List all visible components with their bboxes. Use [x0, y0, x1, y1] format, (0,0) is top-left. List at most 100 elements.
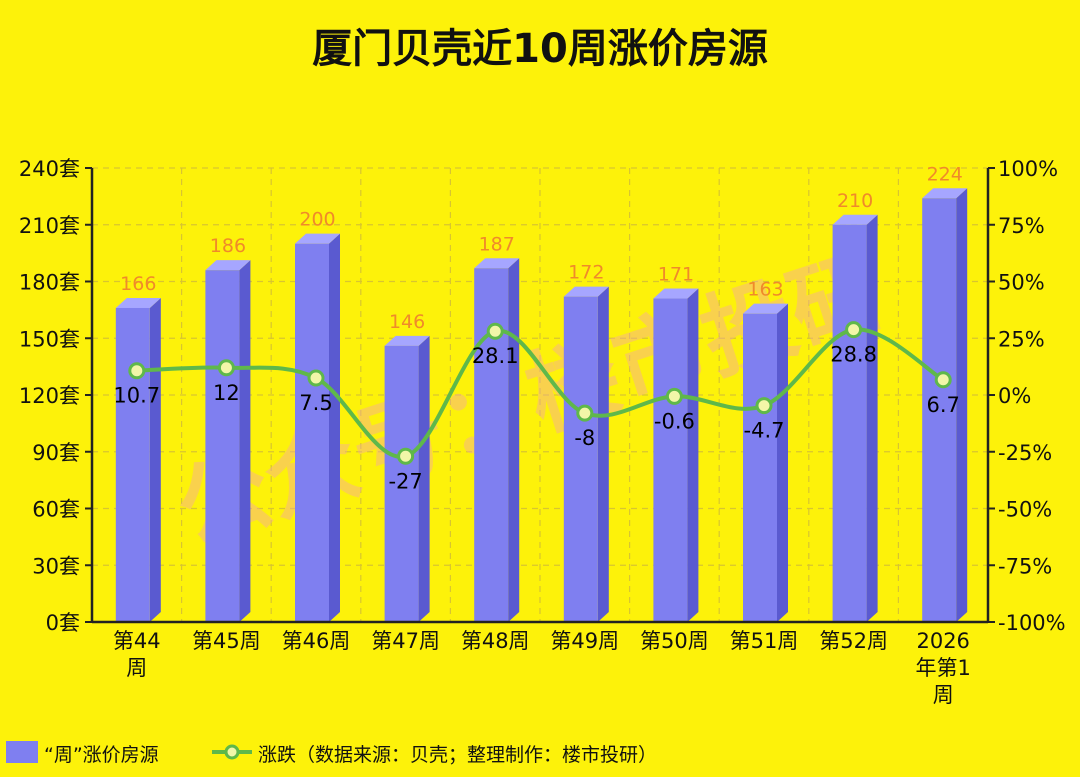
- x-axis-tick-label: 第52周: [819, 629, 888, 653]
- bar-side: [239, 260, 251, 622]
- bar-front: [653, 298, 688, 622]
- bar-top: [922, 188, 968, 199]
- right-axis-tick-label: -50%: [998, 498, 1052, 522]
- line-point: [665, 387, 683, 405]
- x-axis-tick-label: 第45周: [192, 629, 261, 653]
- bar-top: [205, 260, 251, 271]
- bar-value-label: 186: [210, 235, 246, 257]
- legend: “周”涨价房源 涨跌（数据来源：贝壳；整理制作：楼市投研）: [6, 741, 657, 766]
- line-point: [576, 404, 594, 422]
- line-point: [307, 369, 325, 387]
- right-axis-tick-label: 50%: [998, 271, 1045, 295]
- x-axis-tick-label: 第48周: [461, 629, 530, 653]
- x-axis-tick-label: 第51周: [730, 629, 799, 653]
- left-axis-tick-label: 120套: [19, 384, 80, 408]
- grid-lines: [92, 167, 988, 623]
- line-point: [934, 371, 952, 389]
- left-axis-tick-label: 90套: [32, 441, 80, 465]
- line-value-label: 28.8: [830, 343, 877, 367]
- legend-label-bars: “周”涨价房源: [44, 744, 159, 766]
- line-point: [486, 322, 504, 340]
- line-point: [128, 362, 146, 380]
- left-axis-tick-label: 180套: [19, 271, 80, 295]
- bar-side: [777, 303, 788, 622]
- bar: [563, 286, 609, 622]
- x-axis-tick-label: 第46周: [282, 629, 351, 653]
- axes: 0套 30套 60套 90套 120套 150套 180套 210套 240套 -100% -75%…: [19, 157, 1066, 707]
- line-value-label: -4.7: [744, 419, 785, 443]
- bar-side: [597, 286, 609, 622]
- line-value-label: -0.6: [654, 409, 695, 433]
- bar: [653, 288, 699, 622]
- right-axis-tick-label: 100%: [998, 157, 1058, 181]
- legend-label-line: 涨跌（数据来源：贝壳；整理制作：楼市投研）: [258, 744, 657, 766]
- bar-front: [115, 307, 150, 622]
- line-point: [217, 359, 235, 377]
- bar-top: [743, 303, 788, 314]
- x-axis-tick-label: 第44 周: [113, 629, 161, 680]
- bar-value-label: 166: [120, 273, 156, 295]
- bar-front: [743, 313, 777, 622]
- right-axis-tick-label: 25%: [998, 327, 1045, 351]
- line-value-label: -27: [388, 469, 422, 493]
- bar-side: [149, 297, 161, 622]
- bar-top: [563, 286, 609, 297]
- legend-swatch-marker: [224, 744, 240, 760]
- bar-top: [832, 214, 878, 225]
- bar: [205, 260, 251, 622]
- bar-front: [295, 243, 329, 622]
- x-axis-tick-label: 第49周: [550, 629, 619, 653]
- bar-value-label: 171: [658, 264, 694, 286]
- bar-top: [653, 288, 699, 299]
- right-axis-tick-label: 0%: [998, 384, 1031, 408]
- bar-top: [474, 258, 520, 269]
- line-path: [136, 327, 945, 459]
- line-value-label: 7.5: [299, 391, 332, 415]
- bar: [922, 188, 968, 622]
- left-axis-tick-label: 210套: [19, 214, 80, 238]
- bar: [743, 303, 788, 622]
- bar-series: [115, 188, 968, 622]
- x-axis-tick-label: 2026 年第1 周: [916, 629, 971, 707]
- bar-side: [956, 188, 968, 622]
- data-labels: 166 186 200 146 187 172 171 163 210 224 10.7 12 7.5 -…: [113, 163, 962, 493]
- bar-top: [384, 335, 430, 346]
- bar: [115, 297, 161, 622]
- bar: [384, 335, 430, 622]
- line-point: [397, 447, 415, 465]
- bar-side: [687, 288, 699, 622]
- line-series: [128, 321, 952, 465]
- bar: [474, 258, 520, 622]
- bar-front: [832, 224, 867, 622]
- bar-side: [329, 233, 340, 622]
- line-point: [845, 321, 863, 339]
- bar-value-label: 172: [568, 262, 604, 284]
- bar-front: [474, 268, 509, 622]
- right-axis-tick-label: -75%: [998, 554, 1052, 578]
- legend-swatch-bars: [6, 741, 38, 763]
- bar-front: [922, 198, 957, 622]
- bar-value-label: 200: [299, 209, 335, 231]
- line-value-label: -8: [574, 426, 595, 450]
- line-value-label: 12: [213, 381, 240, 405]
- bar: [832, 214, 878, 622]
- line-value-label: 28.1: [472, 344, 519, 368]
- left-axis-tick-label: 240套: [19, 157, 80, 181]
- line-value-label: 10.7: [113, 384, 160, 408]
- left-axis-tick-label: 30套: [32, 554, 80, 578]
- right-axis-tick-label: -100%: [998, 611, 1066, 635]
- bar-top: [115, 297, 161, 308]
- line-point: [755, 397, 773, 415]
- bar-top: [295, 233, 340, 244]
- right-axis-tick-label: -25%: [998, 441, 1052, 465]
- chart-title: 厦门贝壳近10周涨价房源: [312, 26, 768, 72]
- bar-value-label: 146: [389, 311, 425, 333]
- bar-front: [384, 345, 419, 622]
- bar-front: [205, 270, 240, 622]
- right-axis-tick-label: 75%: [998, 214, 1045, 238]
- bar-value-label: 224: [927, 163, 963, 185]
- x-axis-tick-label: 第47周: [371, 629, 440, 653]
- left-axis-tick-label: 150套: [19, 327, 80, 351]
- bar-value-label: 163: [747, 279, 783, 301]
